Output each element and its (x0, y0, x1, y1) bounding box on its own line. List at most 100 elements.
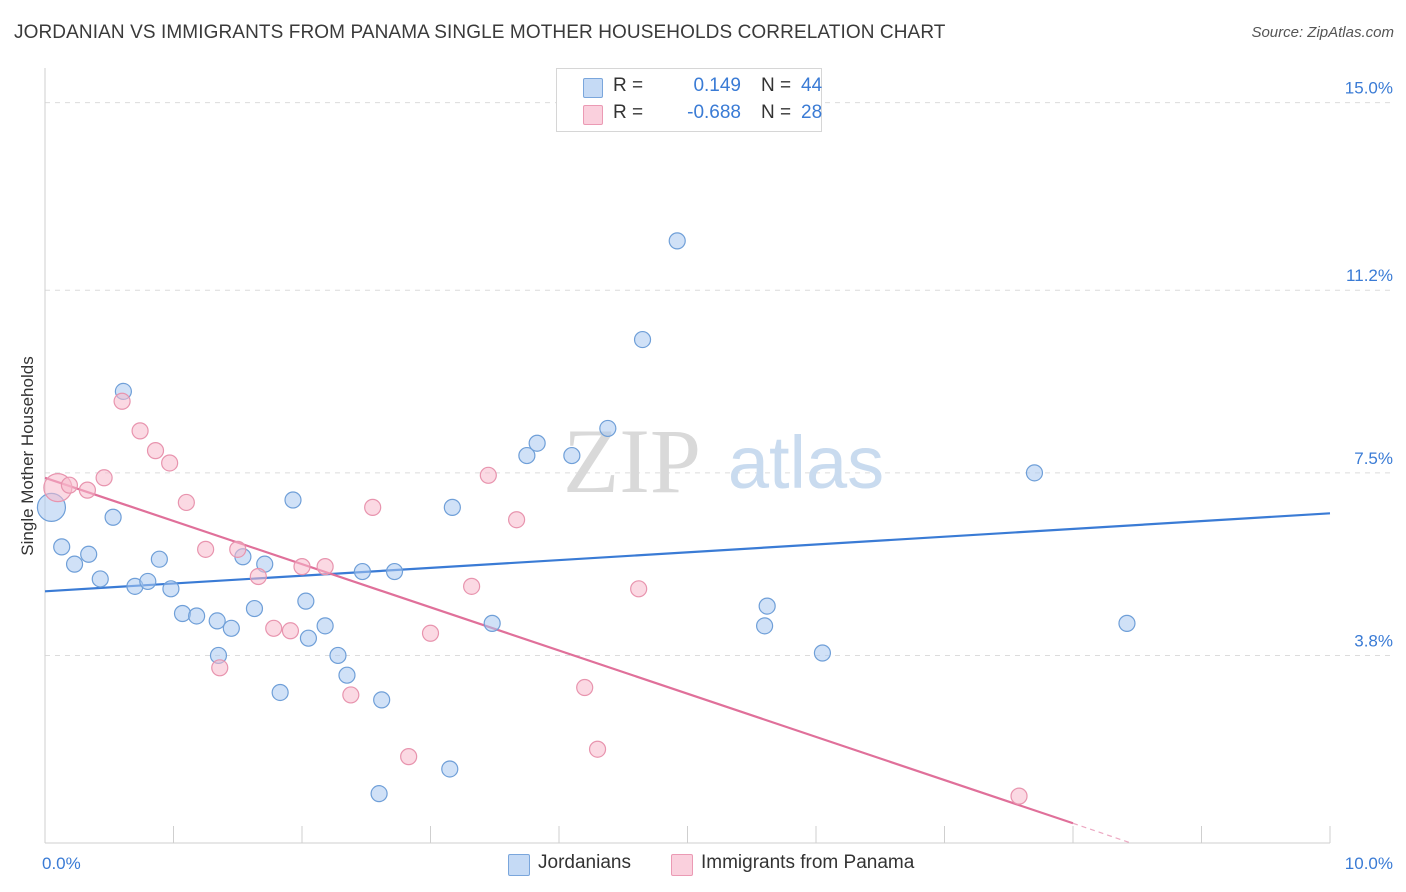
legend-n-value: 28 (801, 102, 823, 123)
y-tick-label: 3.8% (1354, 631, 1393, 650)
data-point (755, 617, 774, 635)
legend-n-label: N = (761, 102, 792, 123)
data-point (1025, 464, 1044, 482)
data-point (177, 493, 195, 512)
data-point (385, 562, 404, 581)
data-point (443, 498, 461, 516)
data-point (146, 442, 165, 460)
legend-swatch-jordanians (508, 854, 530, 876)
legend-label-jordanians: Jordanians (538, 852, 631, 873)
data-point (113, 392, 131, 410)
data-point (483, 614, 501, 632)
data-point (758, 597, 776, 615)
y-axis-label: Single Mother Households (18, 356, 37, 556)
legend-label-panama: Immigrants from Panama (701, 852, 915, 873)
legend-n-label: N = (761, 75, 792, 96)
data-point (316, 558, 334, 576)
data-point (364, 498, 382, 516)
data-point (813, 644, 832, 662)
data-point (338, 666, 356, 684)
x-tick-label: 0.0% (42, 854, 81, 873)
data-point (421, 624, 440, 642)
data-point (373, 691, 391, 709)
trend-line (44, 476, 1074, 825)
axes (44, 68, 1331, 844)
data-point (342, 686, 360, 704)
data-point (329, 646, 347, 665)
y-tick-label: 15.0% (1345, 79, 1393, 98)
data-point (441, 760, 459, 778)
legend-r-label: R = (613, 102, 644, 123)
data-point (479, 466, 497, 484)
data-point (518, 446, 536, 465)
data-point (208, 612, 226, 630)
data-point (188, 607, 206, 625)
watermark-atlas: atlas (728, 421, 884, 504)
legend-n-value: 44 (801, 75, 823, 96)
data-point (131, 422, 149, 440)
x-tick-label: 10.0% (1345, 854, 1393, 873)
data-point (197, 540, 215, 558)
data-point (60, 476, 79, 494)
data-point (563, 446, 581, 465)
chart-title: JORDANIAN VS IMMIGRANTS FROM PANAMA SING… (14, 22, 946, 43)
data-point (53, 538, 71, 556)
trend-lines (44, 476, 1331, 844)
data-point (1118, 614, 1136, 632)
data-point (222, 619, 240, 637)
data-point (161, 454, 179, 472)
data-point (95, 469, 113, 487)
watermark-zip: ZIP (563, 410, 701, 512)
data-point (271, 683, 289, 702)
data-point (576, 678, 594, 697)
data-point (162, 580, 180, 598)
legend-r-value: 0.149 (693, 75, 741, 96)
tick-labels: 3.8% 7.5% 11.2% 15.0% 0.0% 10.0% (42, 79, 1393, 873)
watermark: ZIP atlas (563, 410, 884, 512)
y-tick-label: 7.5% (1354, 449, 1393, 468)
data-point (150, 550, 168, 568)
legend-r-value: -0.688 (687, 102, 741, 123)
trend-line-extension (1072, 822, 1132, 844)
correlation-legend: R = 0.149 N = 44 R = -0.688 N = 28 (556, 68, 822, 132)
data-point (80, 545, 98, 563)
legend-swatch-jordanians (583, 78, 603, 98)
data-point (299, 629, 318, 647)
data-points (36, 232, 1136, 805)
data-point (353, 562, 371, 581)
data-point (139, 572, 157, 591)
data-point (599, 419, 617, 438)
data-point (249, 567, 267, 586)
data-point (293, 558, 311, 576)
legend-swatch-panama (671, 854, 693, 876)
data-point (229, 540, 247, 558)
data-point (528, 434, 546, 452)
y-tick-label: 11.2% (1346, 266, 1393, 285)
data-point (630, 580, 648, 598)
data-point (633, 330, 652, 349)
gridlines (45, 102, 1392, 656)
data-point (370, 785, 388, 803)
data-point (400, 748, 418, 766)
data-point (463, 577, 481, 595)
data-point (316, 617, 334, 635)
data-point (588, 740, 607, 758)
data-point (65, 555, 84, 573)
data-point (265, 619, 283, 637)
data-point (1010, 787, 1028, 805)
data-point (78, 481, 97, 499)
source-label: Source: ZipAtlas.com (1251, 24, 1394, 41)
data-point (284, 491, 302, 509)
legend-r-label: R = (613, 75, 644, 96)
data-point (668, 232, 686, 250)
data-point (91, 570, 109, 588)
data-point (297, 592, 315, 610)
data-point (245, 599, 264, 618)
data-point (281, 622, 300, 640)
data-point (173, 604, 192, 623)
data-point (507, 511, 526, 529)
legend-swatch-panama (583, 105, 603, 125)
data-point (211, 659, 229, 677)
data-point (104, 508, 122, 526)
